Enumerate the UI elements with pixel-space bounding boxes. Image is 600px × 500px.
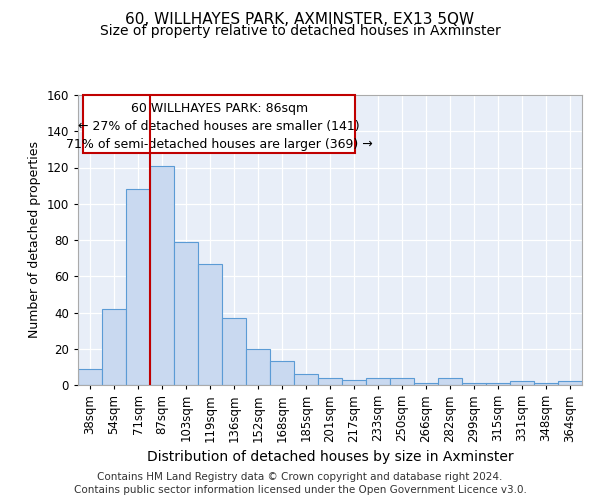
- Bar: [342, 380, 366, 385]
- Bar: [438, 378, 462, 385]
- Text: Contains public sector information licensed under the Open Government Licence v3: Contains public sector information licen…: [74, 485, 526, 495]
- Bar: [486, 383, 510, 385]
- Bar: [270, 362, 294, 385]
- Bar: [390, 378, 414, 385]
- Bar: [318, 378, 342, 385]
- Bar: [102, 309, 126, 385]
- Text: Size of property relative to detached houses in Axminster: Size of property relative to detached ho…: [100, 24, 500, 38]
- Bar: [534, 383, 558, 385]
- X-axis label: Distribution of detached houses by size in Axminster: Distribution of detached houses by size …: [146, 450, 514, 464]
- Text: 60 WILLHAYES PARK: 86sqm: 60 WILLHAYES PARK: 86sqm: [131, 102, 308, 116]
- Bar: [150, 166, 174, 385]
- Bar: [246, 349, 270, 385]
- Bar: [366, 378, 390, 385]
- Text: 71% of semi-detached houses are larger (369) →: 71% of semi-detached houses are larger (…: [66, 138, 373, 151]
- Text: 60, WILLHAYES PARK, AXMINSTER, EX13 5QW: 60, WILLHAYES PARK, AXMINSTER, EX13 5QW: [125, 12, 475, 28]
- Bar: [126, 189, 150, 385]
- Bar: [510, 382, 534, 385]
- Text: Contains HM Land Registry data © Crown copyright and database right 2024.: Contains HM Land Registry data © Crown c…: [97, 472, 503, 482]
- Bar: [222, 318, 246, 385]
- FancyBboxPatch shape: [83, 95, 355, 153]
- Bar: [414, 383, 438, 385]
- Bar: [78, 368, 102, 385]
- Bar: [174, 242, 198, 385]
- Bar: [198, 264, 222, 385]
- Bar: [294, 374, 318, 385]
- Bar: [558, 382, 582, 385]
- Y-axis label: Number of detached properties: Number of detached properties: [28, 142, 41, 338]
- Text: ← 27% of detached houses are smaller (141): ← 27% of detached houses are smaller (14…: [79, 120, 360, 134]
- Bar: [462, 383, 486, 385]
